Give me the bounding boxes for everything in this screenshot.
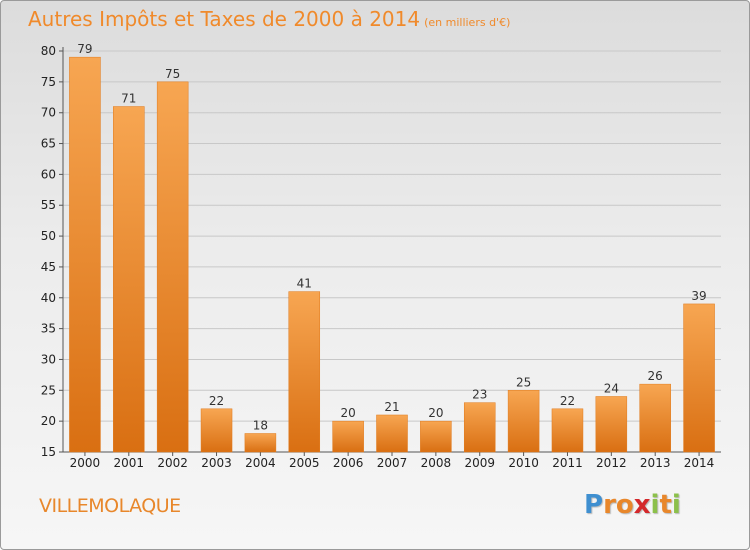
- chart-unit-note: (en milliers d'€): [424, 16, 511, 29]
- data-label-2004: 18: [253, 418, 268, 432]
- data-label-2010: 25: [516, 375, 531, 389]
- label-layer: 79 71 75 22 18 41 20 21 20 23 25 22 24 26 39: [77, 42, 706, 432]
- logo-letter: o: [615, 490, 634, 520]
- bar-2009[interactable]: [463, 402, 496, 453]
- data-label-2003: 22: [209, 394, 224, 408]
- bar-layer: [69, 56, 715, 453]
- x-tick-label-2011: 2011: [552, 456, 583, 470]
- y-tick-label: 70: [41, 106, 56, 120]
- data-label-2013: 26: [648, 369, 663, 383]
- x-tick-label-2014: 2014: [684, 456, 715, 470]
- data-label-2012: 24: [604, 381, 619, 395]
- y-tick-label: 55: [41, 198, 56, 212]
- logo-letter: P: [584, 490, 604, 520]
- y-tick-label: 15: [41, 445, 56, 459]
- y-tick-label: 25: [41, 383, 56, 397]
- proxiti-logo[interactable]: Proxiti: [584, 490, 681, 520]
- bar-2007[interactable]: [376, 414, 408, 453]
- x-tick-label-2003: 2003: [201, 456, 232, 470]
- y-tick-label: 65: [41, 137, 56, 151]
- bar-2003[interactable]: [200, 408, 233, 453]
- bar-2008[interactable]: [420, 420, 452, 453]
- logo-letter: i: [650, 490, 660, 520]
- y-tick-label: 80: [41, 44, 56, 58]
- commune-name: VILLEMOLAQUE: [39, 495, 181, 517]
- y-tick-label: 30: [41, 352, 56, 366]
- x-tick-label-2005: 2005: [289, 456, 320, 470]
- bar-2004[interactable]: [244, 433, 277, 453]
- bar-2000[interactable]: [69, 56, 101, 453]
- data-label-2001: 71: [121, 92, 136, 106]
- bar-2005[interactable]: [288, 291, 321, 453]
- y-tick-label: 20: [41, 414, 56, 428]
- x-tick-label-2000: 2000: [70, 456, 101, 470]
- y-tick-label: 75: [41, 75, 56, 89]
- y-tick-label: 45: [41, 260, 56, 274]
- bar-2001[interactable]: [113, 106, 145, 453]
- y-tick-label: 40: [41, 291, 56, 305]
- y-tick-label: 35: [41, 322, 56, 336]
- data-label-2007: 21: [384, 400, 399, 414]
- bar-2002[interactable]: [156, 81, 189, 453]
- data-label-2002: 75: [165, 67, 180, 81]
- x-tick-label-2006: 2006: [333, 456, 364, 470]
- x-tick-label-2004: 2004: [245, 456, 276, 470]
- logo-letter: r: [603, 490, 616, 520]
- bar-2011[interactable]: [551, 408, 584, 453]
- chart-title-text: Autres Impôts et Taxes de 2000 à 2014: [28, 7, 421, 31]
- data-label-2000: 79: [77, 42, 92, 56]
- data-label-2011: 22: [560, 394, 575, 408]
- y-tick-label: 60: [41, 167, 56, 181]
- x-tick-label-2001: 2001: [114, 456, 145, 470]
- logo-letter: t: [659, 490, 672, 520]
- bar-2006[interactable]: [332, 420, 364, 453]
- logo-letter: i: [671, 490, 681, 520]
- bar-2012[interactable]: [595, 396, 628, 453]
- x-tick-label-2010: 2010: [508, 456, 539, 470]
- logo-letter: x: [633, 490, 651, 520]
- y-tick-label: 50: [41, 229, 56, 243]
- x-tick-label-2002: 2002: [157, 456, 188, 470]
- bar-2014[interactable]: [683, 303, 715, 453]
- x-tick-label-2013: 2013: [640, 456, 671, 470]
- chart-title: Autres Impôts et Taxes de 2000 à 2014 (en…: [28, 7, 510, 31]
- x-tick-label-2009: 2009: [464, 456, 495, 470]
- axis-layer: 15 20 25 30 35 40 45 50 55 60 65 70 75 80 2000 2001 2002…: [41, 44, 721, 470]
- bar-2013[interactable]: [639, 383, 671, 453]
- data-label-2014: 39: [691, 289, 706, 303]
- bar-2010[interactable]: [507, 390, 540, 453]
- data-label-2005: 41: [297, 277, 312, 291]
- x-tick-label-2007: 2007: [377, 456, 408, 470]
- data-label-2008: 20: [428, 406, 443, 420]
- x-tick-label-2012: 2012: [596, 456, 627, 470]
- x-tick-label-2008: 2008: [421, 456, 452, 470]
- data-label-2006: 20: [340, 406, 355, 420]
- data-label-2009: 23: [472, 388, 487, 402]
